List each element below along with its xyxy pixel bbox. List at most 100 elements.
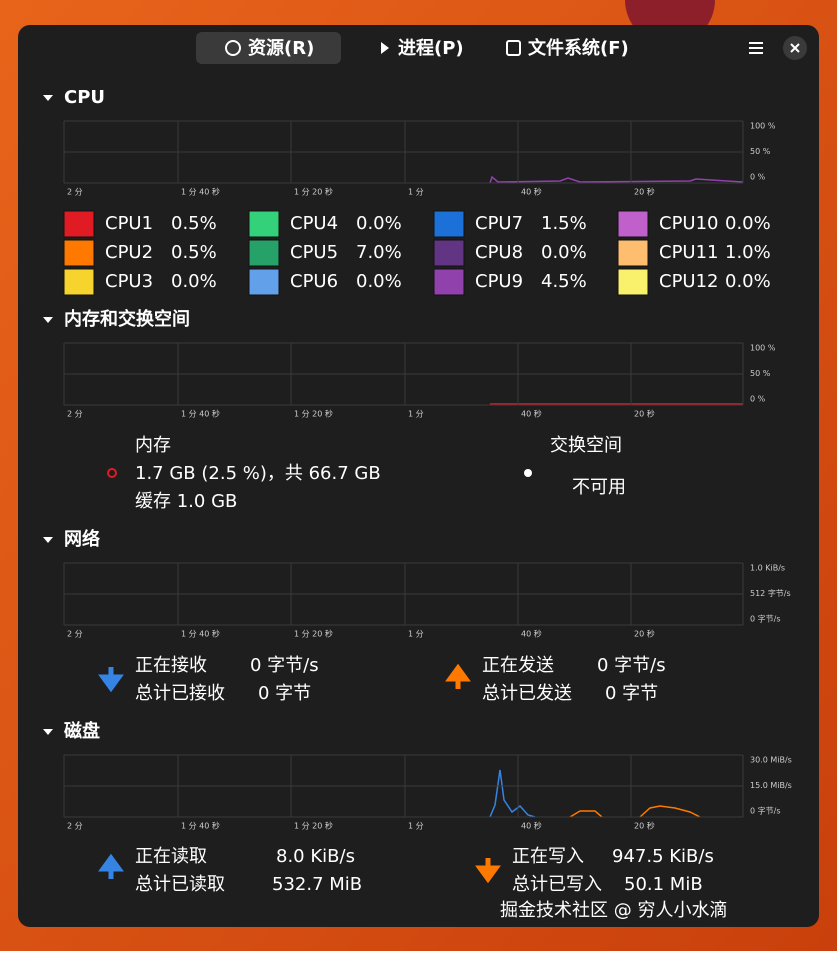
label: 总计已读取 xyxy=(135,874,225,895)
expander[interactable] xyxy=(43,317,53,323)
cpu-value: 0.0% xyxy=(541,242,587,263)
x-axis-label: 40 秒 xyxy=(521,821,542,831)
x-axis-label: 1 分 40 秒 xyxy=(181,821,220,831)
cpu-value: 0.5% xyxy=(171,242,217,263)
cpu-name: CPU8 xyxy=(475,242,523,263)
x-axis-label: 1 分 20 秒 xyxy=(294,821,333,831)
section-title: CPU xyxy=(64,87,105,108)
value: 0 字节 xyxy=(605,683,658,704)
value: 947.5 KiB/s xyxy=(612,846,714,867)
cpu-swatch[interactable] xyxy=(248,268,280,296)
label: 总计已发送 xyxy=(482,683,572,704)
label: 正在发送 xyxy=(482,655,554,676)
x-axis-label: 1 分 20 秒 xyxy=(294,629,333,639)
y-axis-label: 0 % xyxy=(750,395,766,404)
cpu-swatch[interactable] xyxy=(433,268,465,296)
x-axis-label: 2 分 xyxy=(67,410,83,419)
x-axis-label: 20 秒 xyxy=(634,187,655,197)
swap-detail: 不可用 xyxy=(572,477,626,498)
memory-detail: 1.7 GB (2.5 %)，共 66.7 GB xyxy=(135,463,381,484)
cpu-swatch[interactable] xyxy=(433,210,465,238)
y-axis-label: 512 字节/s xyxy=(750,588,791,598)
memory-label: 内存 xyxy=(135,435,171,456)
cpu-swatch[interactable] xyxy=(433,239,465,267)
memory-indicator xyxy=(107,468,117,478)
label: 总计已写入 xyxy=(512,874,602,895)
x-axis-label: 20 秒 xyxy=(634,821,655,831)
cpu-name: CPU4 xyxy=(290,213,338,234)
section-title: 磁盘 xyxy=(64,720,100,742)
tab[interactable]: 资源(R) xyxy=(248,37,314,59)
y-axis-label: 100 % xyxy=(750,344,776,353)
cpu-trace xyxy=(489,175,744,184)
cpu-value: 0.5% xyxy=(171,213,217,234)
tab-icon xyxy=(506,40,521,56)
y-axis-label: 1.0 KiB/s xyxy=(750,564,785,573)
cpu-swatch[interactable] xyxy=(63,268,95,296)
value: 0 字节/s xyxy=(597,655,666,676)
label: 正在写入 xyxy=(512,846,584,867)
cpu-name: CPU11 xyxy=(659,242,719,263)
tab-icon xyxy=(381,42,389,54)
cpu-name: CPU7 xyxy=(475,213,523,234)
value: 8.0 KiB/s xyxy=(276,846,355,867)
y-axis-label: 30.0 MiB/s xyxy=(750,756,792,765)
x-axis-label: 2 分 xyxy=(67,822,83,831)
value: 532.7 MiB xyxy=(272,874,362,895)
disk-write-trace xyxy=(569,805,701,818)
cpu-value: 0.0% xyxy=(725,213,771,234)
cpu-name: CPU5 xyxy=(290,242,338,263)
x-axis-label: 1 分 20 秒 xyxy=(294,409,333,419)
x-axis-label: 20 秒 xyxy=(634,629,655,639)
x-axis-label: 40 秒 xyxy=(521,629,542,639)
cpu-swatch[interactable] xyxy=(248,239,280,267)
cpu-value: 7.0% xyxy=(356,242,402,263)
x-axis-label: 1 分 40 秒 xyxy=(181,409,220,419)
memory-cache: 缓存 1.0 GB xyxy=(135,491,237,512)
send-arrow xyxy=(445,663,471,689)
cpu-value: 0.0% xyxy=(725,271,771,292)
expander[interactable] xyxy=(43,537,53,543)
y-axis-label: 0 字节/s xyxy=(750,806,781,816)
y-axis-label: 15.0 MiB/s xyxy=(750,781,792,790)
cpu-swatch[interactable] xyxy=(617,210,649,238)
cpu-value: 1.0% xyxy=(725,242,771,263)
x-axis-label: 2 分 xyxy=(67,630,83,639)
cpu-value: 0.0% xyxy=(171,271,217,292)
cpu-value: 4.5% xyxy=(541,271,587,292)
read-arrow xyxy=(98,853,124,879)
label: 正在读取 xyxy=(135,846,207,867)
cpu-swatch[interactable] xyxy=(63,239,95,267)
swap-label: 交换空间 xyxy=(550,435,622,456)
y-axis-label: 50 % xyxy=(750,369,771,378)
y-axis-label: 100 % xyxy=(750,122,776,131)
cpu-swatch[interactable] xyxy=(617,239,649,267)
x-axis-label: 1 分 xyxy=(408,188,424,197)
x-axis-label: 40 秒 xyxy=(521,187,542,197)
watermark: 掘金技术社区 @ 穷人小水滴 xyxy=(500,900,727,921)
tab-icon xyxy=(225,40,241,56)
cpu-swatch[interactable] xyxy=(63,210,95,238)
cpu-name: CPU2 xyxy=(105,242,153,263)
close-icon xyxy=(790,43,800,53)
expander[interactable] xyxy=(43,95,53,101)
cpu-value: 1.5% xyxy=(541,213,587,234)
cpu-name: CPU10 xyxy=(659,213,719,234)
active-tab-bg xyxy=(196,32,341,64)
y-axis-label: 0 字节/s xyxy=(750,614,781,624)
tab[interactable]: 文件系统(F) xyxy=(528,37,629,59)
x-axis-label: 2 分 xyxy=(67,188,83,197)
y-axis-label: 50 % xyxy=(750,147,771,156)
write-arrow xyxy=(475,858,501,884)
expander[interactable] xyxy=(43,729,53,735)
menu-button[interactable] xyxy=(749,42,763,54)
x-axis-label: 1 分 xyxy=(408,630,424,639)
cpu-name: CPU3 xyxy=(105,271,153,292)
x-axis-label: 40 秒 xyxy=(521,409,542,419)
swap-indicator xyxy=(524,469,532,477)
tab[interactable]: 进程(P) xyxy=(398,38,464,59)
cpu-swatch[interactable] xyxy=(617,268,649,296)
cpu-swatch[interactable] xyxy=(248,210,280,238)
x-axis-label: 1 分 40 秒 xyxy=(181,629,220,639)
